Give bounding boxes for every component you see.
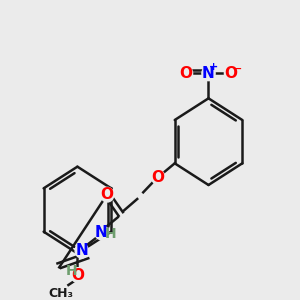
Text: O: O bbox=[179, 66, 193, 81]
Text: N: N bbox=[95, 225, 108, 240]
Text: O: O bbox=[224, 66, 238, 81]
Text: N: N bbox=[75, 243, 88, 258]
Circle shape bbox=[100, 187, 114, 202]
Text: O: O bbox=[152, 170, 165, 185]
Text: CH₃: CH₃ bbox=[48, 287, 74, 300]
Circle shape bbox=[179, 66, 193, 81]
Text: H: H bbox=[104, 227, 116, 241]
Circle shape bbox=[71, 268, 84, 282]
Circle shape bbox=[75, 243, 88, 258]
Circle shape bbox=[224, 66, 238, 81]
Circle shape bbox=[152, 170, 165, 185]
Text: −: − bbox=[233, 64, 242, 74]
Text: H: H bbox=[65, 264, 77, 278]
Circle shape bbox=[94, 225, 108, 240]
Circle shape bbox=[202, 66, 215, 81]
Text: O: O bbox=[101, 187, 114, 202]
Text: N: N bbox=[202, 66, 215, 81]
Text: O: O bbox=[71, 268, 84, 283]
Text: +: + bbox=[209, 62, 218, 72]
